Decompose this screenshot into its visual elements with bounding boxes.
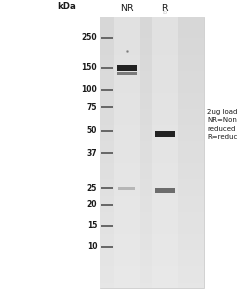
Bar — [100, 71, 204, 76]
Bar — [100, 109, 204, 114]
Text: 20: 20 — [87, 200, 97, 209]
Bar — [100, 255, 204, 261]
Bar — [100, 125, 204, 130]
Bar — [100, 141, 204, 147]
Text: R: R — [161, 4, 168, 13]
Bar — [100, 272, 204, 277]
Bar — [100, 76, 204, 82]
Bar — [100, 218, 204, 223]
Bar — [100, 65, 204, 71]
Bar — [100, 158, 204, 163]
Text: 37: 37 — [87, 148, 97, 158]
Bar — [117, 71, 137, 75]
Bar — [100, 239, 204, 244]
Bar — [100, 120, 204, 125]
Bar — [100, 266, 204, 272]
Bar — [100, 38, 204, 44]
Bar — [100, 179, 204, 185]
Bar — [100, 283, 204, 288]
Bar — [155, 130, 175, 136]
Bar — [100, 16, 204, 288]
Bar — [100, 82, 204, 87]
Bar — [100, 277, 204, 283]
Bar — [100, 49, 204, 55]
Bar — [100, 244, 204, 250]
Bar — [155, 188, 175, 193]
Text: 100: 100 — [82, 85, 97, 94]
Text: 250: 250 — [82, 33, 97, 42]
Bar — [100, 196, 204, 201]
Bar — [100, 92, 204, 98]
Bar — [100, 152, 204, 158]
Bar — [118, 187, 135, 190]
Text: b: b — [163, 11, 167, 16]
Text: 15: 15 — [87, 221, 97, 230]
Bar — [100, 98, 204, 103]
Text: 2ug loading
NR=Non-
reduced
R=reduced: 2ug loading NR=Non- reduced R=reduced — [207, 109, 237, 140]
Bar — [100, 55, 204, 60]
Bar — [100, 234, 204, 239]
Bar — [100, 44, 204, 49]
Text: 75: 75 — [87, 103, 97, 112]
Bar — [100, 87, 204, 92]
Bar — [100, 185, 204, 190]
Bar — [152, 16, 178, 288]
Bar — [100, 114, 204, 120]
Bar — [100, 223, 204, 228]
Bar — [100, 261, 204, 266]
Bar — [100, 60, 204, 65]
Bar — [100, 190, 204, 196]
Bar — [100, 147, 204, 152]
Bar — [100, 174, 204, 179]
Bar — [100, 22, 204, 27]
Bar — [100, 33, 204, 38]
Bar — [100, 201, 204, 206]
Bar — [100, 228, 204, 234]
Bar — [100, 169, 204, 174]
Bar — [114, 16, 140, 288]
Bar — [100, 27, 204, 33]
Bar — [100, 212, 204, 218]
Text: NR: NR — [120, 4, 134, 13]
Bar — [100, 206, 204, 212]
Text: kDa: kDa — [57, 2, 76, 11]
Bar — [117, 65, 137, 71]
Bar — [100, 163, 204, 169]
Bar — [100, 16, 204, 22]
Text: 10: 10 — [87, 242, 97, 251]
Text: 25: 25 — [87, 184, 97, 193]
Text: 150: 150 — [82, 63, 97, 72]
Bar — [100, 130, 204, 136]
Bar — [100, 250, 204, 255]
Text: 50: 50 — [87, 126, 97, 135]
Bar — [100, 103, 204, 109]
Bar — [100, 136, 204, 141]
